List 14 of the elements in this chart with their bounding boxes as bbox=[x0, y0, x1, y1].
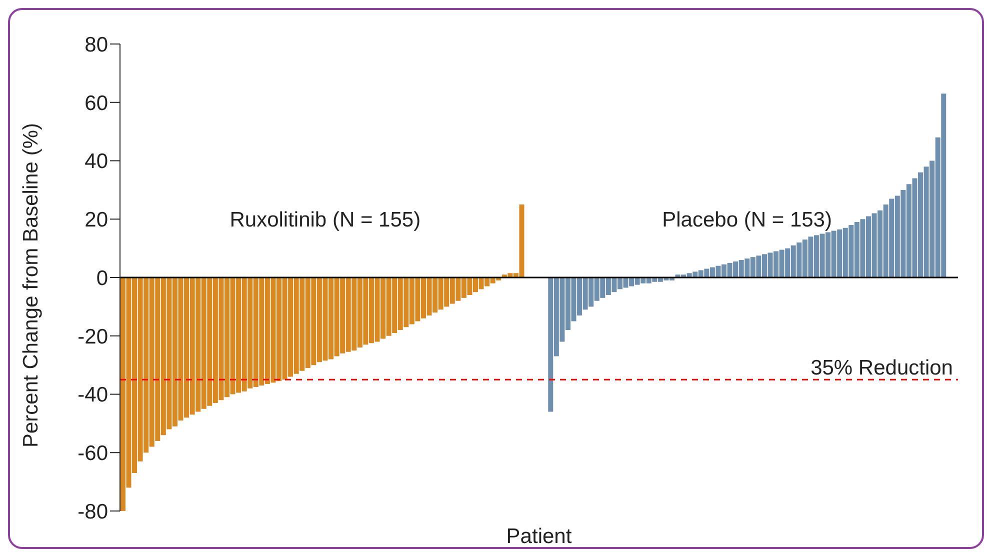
y-axis-title: Percent Change from Baseline (%) bbox=[19, 123, 42, 448]
y-tick-label: 40 bbox=[84, 150, 108, 174]
y-tick-label: 80 bbox=[84, 33, 108, 56]
series-label: Placebo (N = 153) bbox=[662, 208, 832, 232]
y-tick-label: 0 bbox=[96, 266, 108, 290]
y-tick-label: -20 bbox=[78, 325, 108, 348]
y-tick-label: 60 bbox=[84, 92, 108, 115]
y-tick-label: -60 bbox=[78, 442, 108, 466]
x-axis-title: Patient bbox=[506, 525, 572, 548]
text: Ruxolitinib (N = 155) bbox=[230, 208, 421, 232]
y-tick-label: -80 bbox=[78, 500, 108, 524]
ref-line-label: 35% Reduction bbox=[810, 356, 953, 380]
y-tick-label: -40 bbox=[78, 384, 108, 407]
y-tick-label: 20 bbox=[84, 208, 108, 232]
